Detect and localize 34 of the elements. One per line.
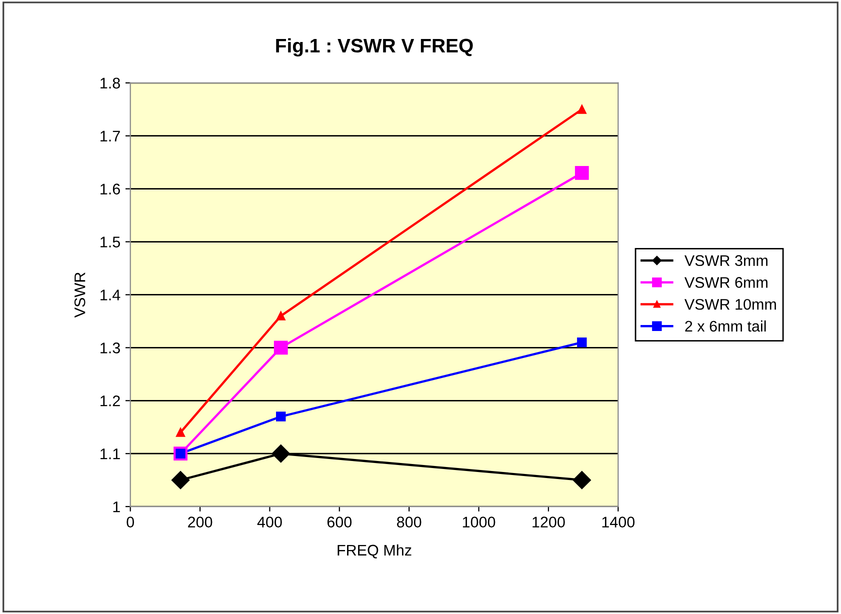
x-tick-label: 400 — [257, 516, 282, 528]
x-tick-label: 1000 — [462, 516, 496, 528]
point — [574, 166, 589, 180]
legend-label: VSWR 10mm — [684, 298, 776, 310]
point — [577, 338, 587, 348]
y-tick-label: 1.3 — [100, 342, 120, 354]
y-tick-label: 1.8 — [100, 78, 120, 89]
point — [176, 428, 186, 437]
y-tick-label: 1.6 — [100, 184, 120, 194]
legend-label: VSWR 3mm — [684, 255, 768, 266]
y-tick-label: 1.4 — [100, 290, 120, 300]
point — [276, 311, 286, 320]
point — [577, 104, 586, 114]
point — [274, 340, 288, 355]
point — [171, 471, 190, 490]
y-tick-label: 1.7 — [100, 130, 120, 142]
y-tick-label: 1 — [113, 502, 120, 512]
legend-label: 2 x 6mm tail — [685, 320, 766, 332]
y-tick-label: 1.1 — [100, 448, 120, 460]
legend-label: VSWR 6mm — [684, 277, 768, 288]
y-tick-label: 1.5 — [100, 236, 120, 248]
chart-title: Fig.1 : VSWR V FREQ — [276, 38, 473, 56]
point — [272, 444, 290, 463]
x-tick-label: 600 — [327, 516, 352, 528]
y-axis-title: VSWR — [74, 272, 86, 318]
x-tick-label: 800 — [397, 516, 422, 528]
point — [572, 471, 591, 490]
x-tick-label: 200 — [188, 516, 212, 528]
x-axis-title: FREQ Mhz — [338, 544, 412, 558]
point — [276, 412, 286, 422]
x-tick-label: 0 — [126, 516, 134, 528]
y-tick-label: 1.2 — [100, 396, 120, 406]
x-tick-label: 1400 — [602, 516, 635, 528]
x-tick-label: 1200 — [532, 516, 565, 528]
